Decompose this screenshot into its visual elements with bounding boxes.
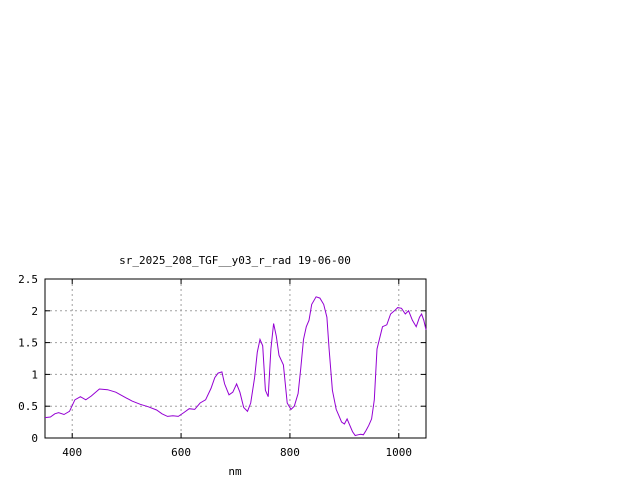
- plot-frame: [44, 278, 427, 439]
- x-tick-label: 400: [62, 446, 82, 459]
- y-tick-label: 1.5: [18, 337, 38, 350]
- y-axis: 0 0.5 1 1.5 2 2.5: [18, 273, 426, 445]
- x-tick-label: 1000: [386, 446, 413, 459]
- y-tick-label: 0: [31, 432, 38, 445]
- y-tick-label: 2.5: [18, 273, 38, 286]
- x-tick-label: 600: [171, 446, 191, 459]
- y-tick-label: 1: [31, 368, 38, 381]
- y-tick-label: 0.5: [18, 400, 38, 413]
- x-tick-label: 800: [280, 446, 300, 459]
- chart-title: sr_2025_208_TGF__y03_r_rad 19-06-00: [119, 254, 351, 267]
- grid-lines: [45, 279, 426, 438]
- series-line: [44, 296, 427, 437]
- x-axis-label: nm: [228, 465, 242, 478]
- x-axis: 400 600 800 1000: [62, 279, 412, 459]
- y-tick-label: 2: [31, 305, 38, 318]
